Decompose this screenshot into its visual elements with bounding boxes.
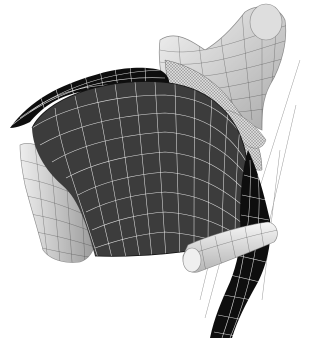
lower-light-tube-mesh	[182, 221, 278, 273]
